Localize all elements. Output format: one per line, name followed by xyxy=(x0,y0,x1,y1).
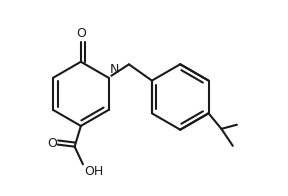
Text: OH: OH xyxy=(84,165,103,178)
Text: O: O xyxy=(47,137,57,151)
Text: N: N xyxy=(110,63,119,76)
Text: O: O xyxy=(76,27,86,40)
